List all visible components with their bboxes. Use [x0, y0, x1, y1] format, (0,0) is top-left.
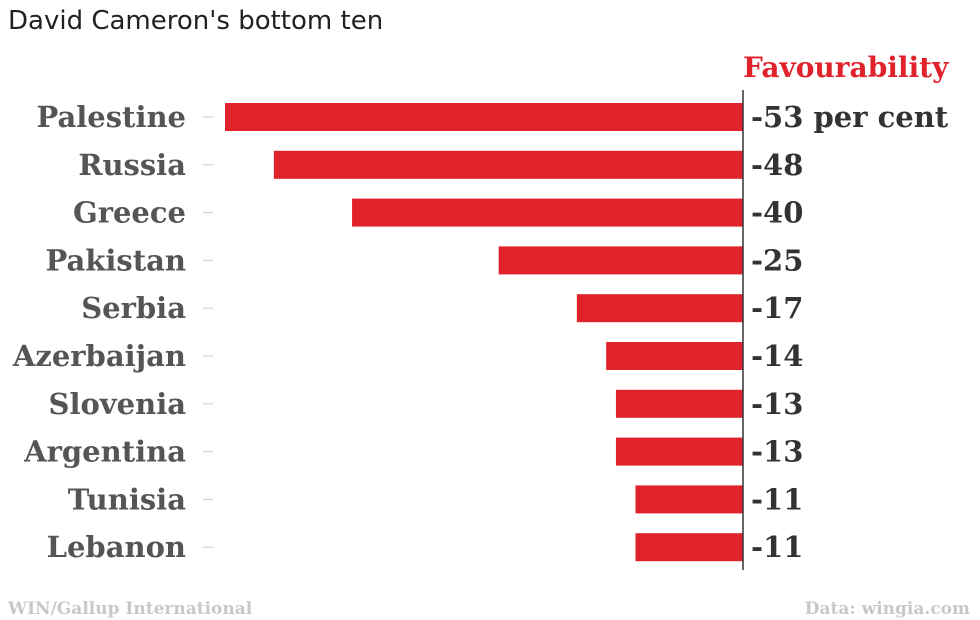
category-label: Palestine: [36, 100, 186, 134]
bar-russia: [273, 150, 743, 179]
value-label: -13: [751, 387, 803, 421]
value-label: -40: [751, 196, 803, 230]
value-label: -11: [751, 482, 803, 516]
value-labels-group: -53 per cent -48 -40 -25 -17 -14 -13 -13 -11 -11: [751, 100, 949, 564]
data-source: Data: wingia.com: [805, 599, 970, 619]
bar-serbia: [576, 294, 743, 323]
value-header: Favourability: [743, 51, 949, 84]
bar-palestine: [225, 103, 743, 131]
category-label: Lebanon: [47, 530, 186, 564]
category-label: Azerbaijan: [12, 339, 186, 373]
value-label: -11: [751, 530, 803, 564]
value-label: -53 per cent: [751, 100, 949, 134]
category-label: Pakistan: [45, 243, 186, 277]
value-label: -48: [751, 148, 803, 182]
bar-argentina: [615, 437, 743, 466]
bars-group: [225, 103, 743, 562]
category-label: Tunisia: [68, 482, 186, 516]
bar-azerbaijan: [606, 342, 743, 370]
category-labels-group: Palestine Russia Greece Pakistan Serbia Azerb…: [12, 100, 186, 564]
bar-pakistan: [498, 246, 743, 275]
bar-tunisia: [635, 485, 743, 514]
category-label: Serbia: [81, 291, 186, 325]
value-label: -17: [751, 291, 803, 325]
category-label: Slovenia: [49, 387, 187, 421]
bar-slovenia: [615, 389, 743, 418]
category-label: Greece: [73, 196, 186, 230]
bar-lebanon: [635, 533, 743, 562]
value-label: -13: [751, 435, 803, 469]
category-label: Russia: [78, 148, 186, 182]
value-label: -25: [751, 243, 803, 277]
source-credit: WIN/Gallup International: [7, 599, 253, 619]
category-label: Argentina: [23, 435, 186, 469]
chart-title: David Cameron's bottom ten: [8, 6, 384, 36]
bar-greece: [352, 198, 743, 227]
tick-marks-group: [203, 116, 213, 548]
value-label: -14: [751, 339, 803, 373]
